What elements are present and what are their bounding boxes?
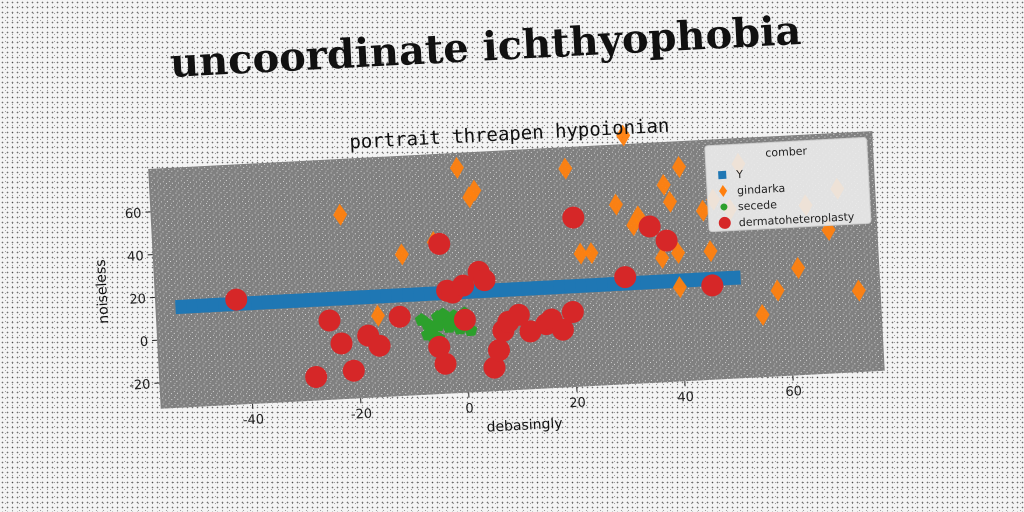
x-tick-label: 40	[677, 390, 694, 406]
data-point	[388, 305, 411, 328]
y-tick-label: 0	[140, 335, 149, 350]
data-point	[608, 193, 623, 216]
data-point	[305, 365, 328, 388]
data-point	[561, 301, 584, 324]
data-point	[333, 203, 348, 226]
data-point	[701, 274, 724, 297]
axes-layer: -40 -20 0 20 40 60 -20 0 20 40 60	[125, 206, 803, 428]
data-point	[473, 269, 496, 292]
legend-swatch	[719, 184, 728, 197]
data-point	[318, 309, 341, 332]
legend-box	[704, 137, 872, 233]
y-tick-label: -20	[129, 378, 151, 394]
data-point	[695, 199, 710, 222]
data-point	[370, 304, 385, 327]
data-point	[614, 266, 637, 289]
data-point	[342, 359, 365, 382]
data-point	[655, 229, 678, 252]
data-point	[663, 190, 677, 213]
data-point	[672, 276, 687, 299]
series-dermatoheteroplasty	[225, 206, 724, 388]
data-point	[655, 246, 670, 269]
y-axis-label: noiseless	[93, 259, 112, 324]
data-point	[452, 274, 475, 297]
data-point	[672, 155, 686, 178]
data-point	[616, 124, 631, 147]
x-tick-label: 0	[465, 401, 474, 416]
y-tick-label: 60	[125, 206, 142, 222]
legend-label: gindarka	[737, 182, 786, 198]
legend-entry: secede	[720, 198, 778, 213]
data-point	[225, 288, 248, 311]
data-point	[453, 308, 476, 331]
data-point	[755, 303, 770, 326]
data-point	[638, 215, 661, 238]
x-tick-label: 20	[569, 395, 586, 411]
data-point	[770, 279, 785, 302]
x-tick-label: -20	[351, 407, 373, 423]
data-point	[791, 257, 806, 279]
data-point	[726, 270, 741, 286]
y-tick-label: 40	[127, 249, 144, 265]
legend-label: dermatoheteroplasty	[738, 210, 855, 229]
data-point	[449, 156, 464, 179]
data-point	[434, 352, 457, 375]
data-point	[428, 335, 451, 358]
data-point	[656, 173, 671, 196]
data-point	[330, 332, 353, 355]
legend: comber Ygindarkasecededermatoheteroplast…	[704, 137, 872, 233]
legend-label: secede	[738, 198, 778, 213]
legend-entry: dermatoheteroplasty	[718, 210, 855, 229]
data-point	[703, 240, 718, 263]
data-point	[507, 303, 530, 326]
data-point	[368, 334, 391, 357]
x-tick-label: -40	[242, 412, 264, 428]
x-axis-label: debasingly	[486, 416, 563, 436]
legend-entry: Y	[718, 168, 744, 181]
legend-label: Y	[735, 168, 744, 181]
data-point	[584, 242, 599, 265]
data-point	[421, 327, 435, 341]
data-point	[394, 243, 409, 266]
data-point	[487, 339, 510, 362]
legend-entry: gindarka	[719, 182, 786, 198]
data-point	[467, 179, 482, 202]
data-point	[436, 307, 450, 321]
data-point	[558, 157, 573, 180]
y-tick-label: 20	[129, 292, 146, 308]
data-point	[626, 214, 641, 237]
legend-swatch	[718, 170, 727, 180]
data-point	[573, 242, 588, 265]
data-point	[562, 206, 585, 229]
data-point	[428, 232, 451, 255]
data-point	[483, 356, 506, 379]
data-point	[851, 279, 866, 302]
legend-swatch	[718, 216, 731, 229]
legend-title: comber	[765, 145, 808, 160]
data-point	[462, 186, 477, 209]
x-tick-label: 60	[785, 384, 802, 400]
legend-swatch	[720, 203, 728, 211]
data-point	[551, 318, 574, 341]
